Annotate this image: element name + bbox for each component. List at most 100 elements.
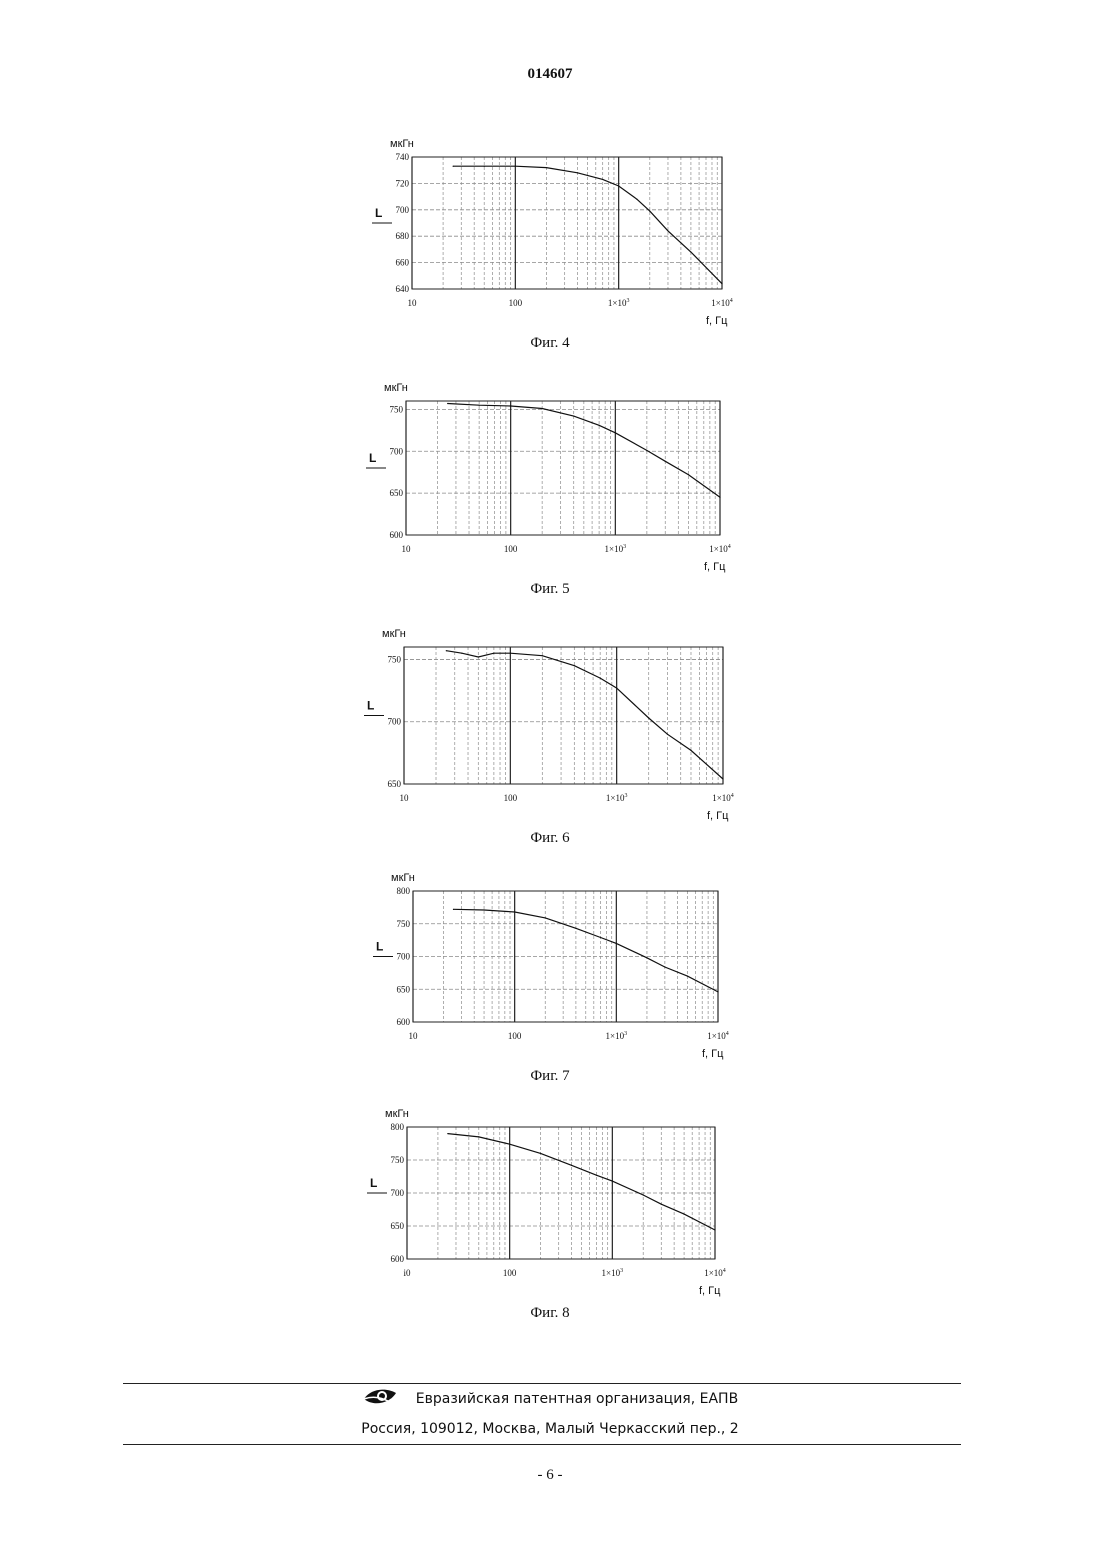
x-tick-label: 1×103	[608, 298, 630, 308]
x-tick-label: 100	[504, 793, 518, 803]
data-point	[573, 415, 574, 416]
x-axis-label: f, Гц	[699, 1285, 721, 1297]
x-tick-label: 10	[409, 1031, 419, 1041]
figure-caption: Фиг. 7	[530, 1068, 570, 1084]
data-point	[540, 1153, 541, 1154]
y-tick-label: 700	[388, 717, 402, 727]
data-point	[510, 405, 511, 406]
data-point	[461, 653, 462, 654]
data-point	[636, 199, 637, 200]
figure-4: 640660680700720740101001×1031×104мкГнLf,…	[372, 138, 733, 351]
data-point	[665, 461, 666, 462]
y-tick-label: 700	[390, 446, 404, 456]
data-point	[646, 957, 647, 958]
y-tick-label: 700	[391, 1188, 405, 1198]
footer-bottom-rule	[123, 1444, 961, 1445]
x-tick-label: 100	[504, 544, 518, 554]
data-point	[646, 450, 647, 451]
y-tick-label: 800	[397, 886, 411, 896]
data-point	[661, 1204, 662, 1205]
data-point	[493, 653, 494, 654]
data-point	[574, 665, 575, 666]
footer-organization-name: Евразийская патентная организация, ЕАПВ	[416, 1391, 738, 1407]
footer-organization: Евразийская патентная организация, ЕАПВ	[0, 1387, 1100, 1411]
x-axis-label: f, Гц	[702, 1048, 724, 1060]
y-tick-label: 750	[388, 654, 402, 664]
x-tick-label: 1×104	[709, 544, 731, 554]
data-point	[453, 166, 454, 167]
data-point	[577, 172, 578, 173]
x-tick-label: 1×104	[704, 1268, 726, 1278]
data-point	[688, 474, 689, 475]
data-point	[600, 678, 601, 679]
page-number: - 6 -	[0, 1467, 1100, 1484]
data-point	[575, 928, 576, 929]
y-tick-label: 660	[396, 258, 410, 268]
x-tick-label: 10	[402, 544, 412, 554]
plot-frame	[404, 647, 723, 784]
x-tick-label: 100	[508, 1031, 522, 1041]
data-point	[667, 230, 668, 231]
data-point	[545, 917, 546, 918]
y-tick-label: 640	[396, 284, 410, 294]
data-point	[714, 1229, 715, 1230]
eapo-logo-icon	[362, 1387, 398, 1411]
y-tick-label: 680	[396, 231, 410, 241]
x-tick-label: 1×103	[605, 544, 627, 554]
data-point	[664, 966, 665, 967]
y-tick-label: 740	[396, 152, 410, 162]
figure-caption: Фиг. 8	[530, 1305, 569, 1321]
y-tick-label: 650	[388, 779, 402, 789]
figure-caption: Фиг. 4	[530, 335, 570, 351]
data-point	[717, 991, 718, 992]
data-point	[453, 909, 454, 910]
y-unit-label: мкГн	[391, 872, 415, 884]
x-tick-label: 1×103	[606, 793, 628, 803]
y-tick-label: 750	[390, 404, 404, 414]
x-axis-label: f, Гц	[706, 315, 728, 327]
x-tick-label: 100	[509, 298, 523, 308]
data-point	[509, 1144, 510, 1145]
figure-caption: Фиг. 6	[530, 830, 570, 846]
data-point	[618, 185, 619, 186]
figures-area: 640 660 680 700 720 740 10 100 1×103 1×104 мкГн Lf,…	[0, 0, 1100, 1340]
x-tick-label: i0	[403, 1268, 411, 1278]
data-point	[484, 166, 485, 167]
y-unit-label: мкГн	[384, 382, 408, 394]
data-point	[690, 750, 691, 751]
x-tick-label: 1×104	[707, 1031, 729, 1041]
y-unit-label: мкГн	[382, 628, 406, 640]
y-tick-label: 650	[390, 488, 404, 498]
plot-frame	[406, 401, 720, 535]
x-tick-label: 100	[503, 1268, 517, 1278]
y-axis-label: L	[375, 206, 382, 220]
y-tick-label: 700	[397, 952, 411, 962]
figure-8: 600650700750800i01001×1031×104мкГнLf, Гц…	[367, 1108, 726, 1321]
data-point	[514, 911, 515, 912]
data-point	[596, 1175, 597, 1176]
y-tick-label: 800	[391, 1122, 405, 1132]
data-point	[648, 717, 649, 718]
figure-7: 600650700750800101001×1031×104мкГнLf, Гц…	[373, 872, 729, 1084]
data-point	[683, 1214, 684, 1215]
data-point	[616, 943, 617, 944]
y-tick-label: 600	[391, 1254, 405, 1264]
data-point	[616, 688, 617, 689]
footer-address: Россия, 109012, Москва, Малый Черкасский…	[0, 1421, 1100, 1437]
data-point	[667, 734, 668, 735]
data-point	[602, 179, 603, 180]
y-tick-label: 750	[391, 1155, 405, 1165]
figure-caption: Фиг. 5	[530, 581, 569, 597]
y-tick-label: 650	[391, 1221, 405, 1231]
data-point	[571, 1165, 572, 1166]
data-point	[542, 655, 543, 656]
x-axis-label: f, Гц	[704, 561, 726, 573]
data-point	[446, 650, 447, 651]
data-point	[612, 1181, 613, 1182]
x-tick-label: 10	[408, 298, 418, 308]
x-axis-label: f, Гц	[707, 810, 729, 822]
y-axis-label: L	[367, 699, 374, 713]
figure-5: 600650700750101001×1031×104мкГнLf, ГцФиг…	[366, 382, 731, 597]
data-point	[649, 211, 650, 212]
y-tick-label: 720	[396, 178, 410, 188]
